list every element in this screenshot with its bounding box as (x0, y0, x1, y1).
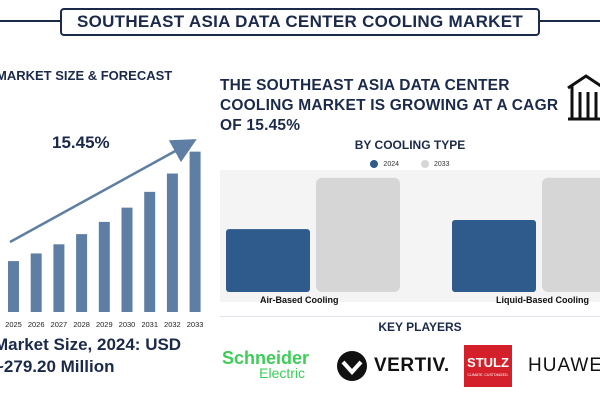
legend-swatch-2024 (370, 160, 379, 168)
vertiv-logo: VERTIV. (336, 346, 454, 386)
forecast-bar-2033 (189, 151, 201, 312)
vertiv-mark-icon (337, 351, 367, 381)
forecast-chart: 2025 2026 2027 2028 2029 2030 2031 2032 2033 (5, 139, 204, 329)
forecast-bar-2031 (144, 191, 156, 312)
forecast-bar-2029 (98, 221, 110, 312)
schneider-logo-line1: Schneider (222, 348, 310, 368)
forecast-tick-2031: 2031 (141, 320, 158, 329)
category-label-liquid: Liquid-Based Cooling (496, 295, 589, 305)
forecast-tick-2026: 2026 (28, 320, 45, 329)
stulz-logo-subtext: CLIMATE. CUSTOMIZED. (467, 373, 509, 377)
headline: THE SOUTHEAST ASIA DATA CENTER COOLING M… (220, 77, 559, 134)
header: SOUTHEAST ASIA DATA CENTER COOLING MARKE… (0, 0, 600, 46)
cooling-type-title: BY COOLING TYPE (354, 138, 466, 152)
legend-swatch-2033 (421, 160, 429, 168)
type-bar-air-2024 (226, 229, 310, 292)
market-size-line1: Market Size, 2024: USD (0, 335, 182, 354)
forecast-tick-2029: 2029 (96, 320, 113, 329)
forecast-bar-2026 (30, 253, 42, 312)
forecast-tick-2033: 2033 (187, 320, 204, 329)
legend-label-2033: 2033 (434, 160, 450, 168)
forecast-tick-2032: 2032 (164, 320, 181, 329)
forecast-tick-2025: 2025 (5, 320, 22, 329)
forecast-tick-2030: 2030 (119, 320, 136, 329)
forecast-bar-2025 (8, 261, 19, 312)
legend: 2024 2033 (220, 160, 600, 168)
legend-item-2024: 2024 (370, 160, 399, 168)
forecast-bar-2028 (76, 234, 88, 312)
forecast-bar-2027 (53, 244, 65, 312)
type-bar-air-2033 (316, 177, 400, 292)
forecast-tick-2028: 2028 (73, 320, 90, 329)
legend-label-2024: 2024 (383, 160, 399, 168)
forecast-tick-2027: 2027 (51, 320, 68, 329)
stulz-logo-text: STULZ (467, 355, 509, 370)
huawei-logo: HUAWEI (524, 346, 600, 386)
cooling-type-chart (220, 170, 600, 302)
key-players-title: KEY PLAYERS (378, 320, 462, 334)
type-bar-liquid-2024 (452, 220, 536, 292)
divider (220, 316, 600, 317)
forecast-bar-2032 (166, 173, 178, 312)
market-size-text: Market Size, 2024: USD ~279.20 Million (0, 334, 181, 378)
schneider-logo: Schneider Electric (222, 346, 332, 386)
forecast-heading: MARKET SIZE & FORECAST (0, 68, 173, 83)
schneider-logo-line2: Electric (259, 365, 306, 381)
type-bar-liquid-2033 (542, 177, 600, 292)
page-title: SOUTHEAST ASIA DATA CENTER COOLING MARKE… (60, 8, 540, 36)
building-icon (567, 74, 600, 121)
cooling-type-panel: BY COOLING TYPE 2024 2033 Air-Based Cool… (220, 130, 600, 320)
market-size-line2: ~279.20 Million (0, 357, 115, 376)
cagr-label: 15.45% (52, 133, 110, 152)
title-rule-right (540, 20, 600, 22)
legend-item-2033: 2033 (421, 160, 450, 168)
title-rule-left (0, 20, 60, 22)
vertiv-logo-text: VERTIV. (374, 355, 450, 376)
forecast-bar-2030 (121, 207, 133, 312)
category-label-air: Air-Based Cooling (260, 295, 339, 305)
growth-arrow (9, 139, 197, 244)
stulz-logo: STULZ CLIMATE. CUSTOMIZED. (464, 345, 512, 387)
forecast-panel: MARKET SIZE & FORECAST 2025 2026 2027 2028 2… (0, 46, 215, 336)
huawei-logo-text: HUAWEI (528, 355, 600, 376)
